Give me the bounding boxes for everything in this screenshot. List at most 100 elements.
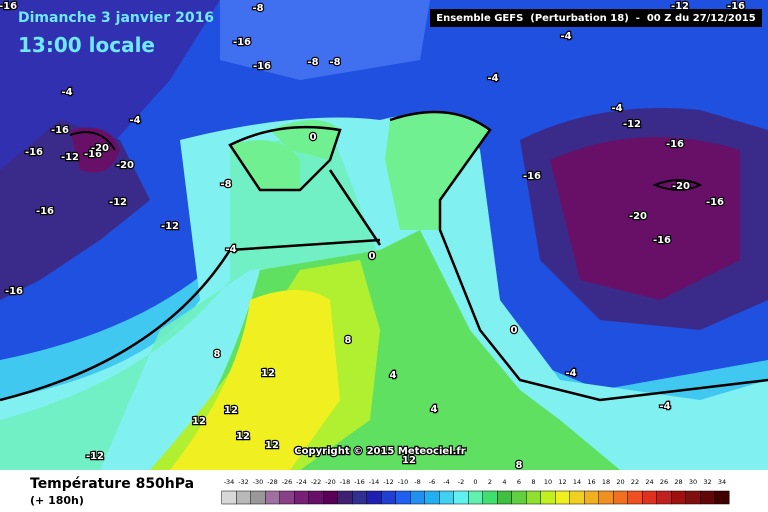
contour-label: 0 <box>369 251 376 262</box>
contour-label: -4 <box>659 401 670 412</box>
scale-label: 24 <box>645 478 653 486</box>
contour-label: -20 <box>91 143 109 154</box>
scale-swatch <box>381 490 396 505</box>
scale-swatch <box>656 490 672 505</box>
contour-label: -8 <box>252 3 263 14</box>
scale-swatch <box>671 490 686 505</box>
scale-swatch <box>526 490 541 505</box>
scale-swatch <box>482 490 498 505</box>
legend-title: Température 850hPa <box>30 476 194 492</box>
contour-label: -4 <box>487 73 498 84</box>
contour-label: -16 <box>0 1 17 12</box>
model-run: Ensemble GEFS (Perturbation 18) - 00 Z d… <box>436 13 755 24</box>
scale-label: 20 <box>616 478 624 486</box>
scale-label: -22 <box>311 478 322 486</box>
contour-label: -16 <box>727 1 745 12</box>
scale-label: 28 <box>674 478 682 486</box>
header-box <box>430 9 762 27</box>
scale-label: -28 <box>267 478 278 486</box>
scale-swatch <box>294 490 309 505</box>
scale-swatch <box>308 490 324 505</box>
scale-label: 32 <box>703 478 711 486</box>
scale-label: 18 <box>602 478 610 486</box>
scale-swatch <box>468 490 483 505</box>
scale-label: 34 <box>718 478 726 486</box>
scale-swatch <box>366 490 382 505</box>
scale-label: 26 <box>660 478 668 486</box>
contour-label: 12 <box>261 368 275 379</box>
scale-swatch <box>584 490 599 505</box>
scale-label: -18 <box>340 478 351 486</box>
scale-label: -30 <box>253 478 264 486</box>
scale-swatch <box>395 490 411 505</box>
contour-label: -16 <box>84 149 102 160</box>
contour-label: -4 <box>225 244 236 255</box>
scale-swatch <box>642 490 657 505</box>
scale-label: 10 <box>544 478 552 486</box>
local-time: 13:00 locale <box>18 33 155 57</box>
contour-label: -12 <box>161 221 179 232</box>
scale-label: -20 <box>325 478 336 486</box>
scale-label: -10 <box>398 478 409 486</box>
contour-label: -12 <box>671 1 689 12</box>
lead-time: (+ 180h) <box>30 494 84 507</box>
scale-swatch <box>598 490 614 505</box>
scale-swatch <box>323 490 338 505</box>
scale-swatch <box>700 490 715 505</box>
contour-label: -16 <box>653 235 671 246</box>
scale-swatch <box>279 490 295 505</box>
scale-label: -26 <box>282 478 293 486</box>
contour-label: 12 <box>236 431 250 442</box>
contour-label: 8 <box>214 349 221 360</box>
contour-label: -16 <box>25 147 43 158</box>
scale-swatch <box>613 490 628 505</box>
scale-label: -6 <box>429 478 435 486</box>
contour-label: -4 <box>560 31 571 42</box>
scale-swatch <box>439 490 454 505</box>
scale-label: 30 <box>689 478 697 486</box>
scale-swatch <box>221 490 237 505</box>
contour-label: -16 <box>666 139 684 150</box>
contour-label: 0 <box>511 325 518 336</box>
contour-label: 12 <box>402 455 416 466</box>
contour-label: -16 <box>523 171 541 182</box>
scale-label: -4 <box>443 478 449 486</box>
scale-label: 22 <box>631 478 639 486</box>
field <box>0 0 768 471</box>
contour-label: -16 <box>253 61 271 72</box>
contour-label: 12 <box>265 440 279 451</box>
contour-label: -16 <box>706 197 724 208</box>
scale-label: -2 <box>458 478 464 486</box>
scale-label: -24 <box>296 478 307 486</box>
contour-label: -4 <box>61 87 72 98</box>
contour-label: -12 <box>86 451 104 462</box>
contour-label: -20 <box>672 181 690 192</box>
scale-swatch <box>250 490 266 505</box>
scale-swatch <box>555 490 570 505</box>
scale-label: -34 <box>224 478 235 486</box>
contour-label: -8 <box>307 57 318 68</box>
contour-label: -4 <box>611 103 622 114</box>
scale-swatch <box>685 490 701 505</box>
contour-label: -20 <box>116 160 134 171</box>
scale-swatch <box>352 490 367 505</box>
contour-label: -4 <box>565 368 576 379</box>
scale-label: 12 <box>558 478 566 486</box>
contour-label: 12 <box>192 416 206 427</box>
scale-label: 4 <box>502 478 506 486</box>
scale-label: -16 <box>354 478 365 486</box>
contour-label: -8 <box>329 57 340 68</box>
contour-label: 0 <box>310 132 317 143</box>
scale-label: -12 <box>383 478 394 486</box>
contour-label: -12 <box>109 197 127 208</box>
scale-label: -32 <box>238 478 249 486</box>
scale-label: 0 <box>473 478 477 486</box>
scale-swatch <box>511 490 527 505</box>
contour-label: -16 <box>5 286 23 297</box>
scale-label: -14 <box>369 478 380 486</box>
contour-label: -12 <box>623 119 641 130</box>
scale-label: 14 <box>573 478 581 486</box>
contour-label: 4 <box>431 404 438 415</box>
scale-label: 8 <box>531 478 535 486</box>
